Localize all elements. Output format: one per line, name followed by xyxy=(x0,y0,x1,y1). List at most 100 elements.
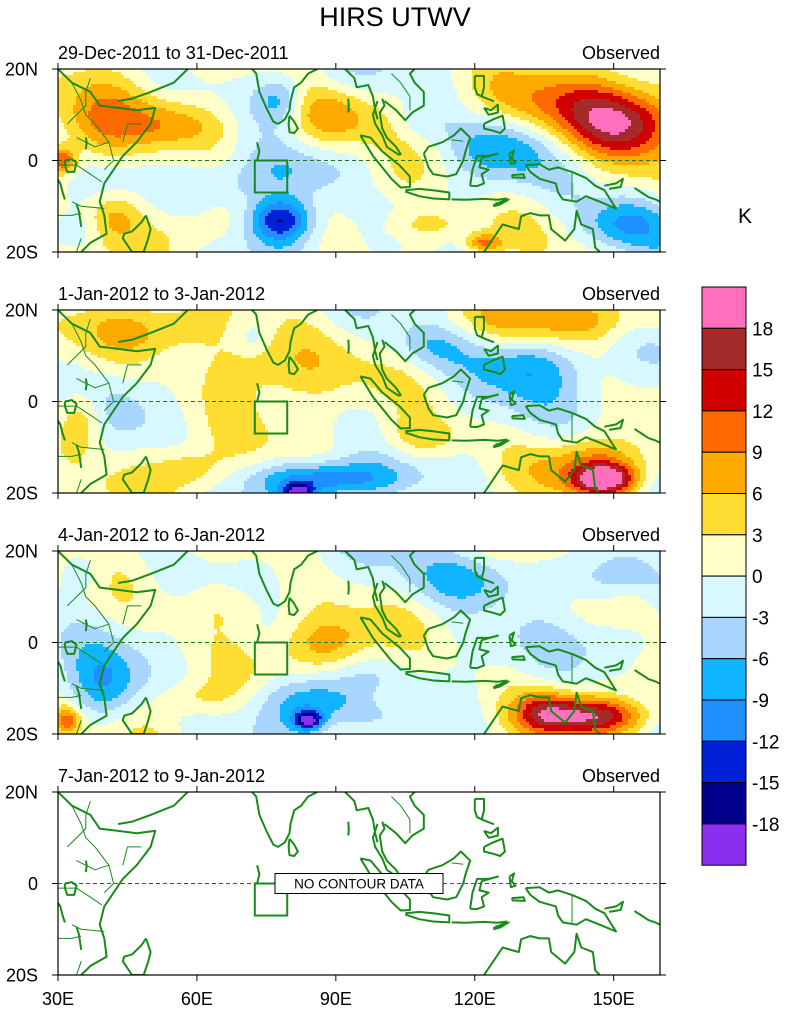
heatmap-cell xyxy=(118,237,122,241)
heatmap-cell xyxy=(85,204,89,208)
heatmap-cell xyxy=(148,162,152,166)
heatmap-cell xyxy=(133,222,137,226)
heatmap-cell xyxy=(121,243,125,247)
heatmap-cell xyxy=(169,129,173,133)
heatmap-cell xyxy=(109,240,113,244)
heatmap-cell xyxy=(97,189,101,193)
heatmap-cell xyxy=(190,204,194,208)
heatmap-cell xyxy=(226,81,230,85)
heatmap-cell xyxy=(166,99,170,103)
heatmap-cell xyxy=(253,123,257,127)
heatmap-cell xyxy=(184,186,188,190)
heatmap-cell xyxy=(235,216,239,220)
heatmap-cell xyxy=(118,189,122,193)
heatmap-cell xyxy=(97,114,101,118)
heatmap-cell xyxy=(271,165,275,169)
heatmap-cell xyxy=(190,195,194,199)
heatmap-cell xyxy=(73,99,77,103)
heatmap-cell xyxy=(271,198,275,202)
heatmap-cell xyxy=(97,84,101,88)
heatmap-cell xyxy=(202,180,206,184)
heatmap-cell xyxy=(106,90,110,94)
heatmap-cell xyxy=(166,111,170,115)
heatmap-cell xyxy=(286,225,290,229)
heatmap-cell xyxy=(169,84,173,88)
heatmap-cell xyxy=(121,102,125,106)
heatmap-cell xyxy=(61,246,65,250)
heatmap-cell xyxy=(175,99,179,103)
heatmap-cell xyxy=(61,240,65,244)
heatmap-cell xyxy=(64,186,68,190)
heatmap-cell xyxy=(205,237,209,241)
heatmap-cell xyxy=(136,114,140,118)
heatmap-cell xyxy=(214,219,218,223)
heatmap-cell xyxy=(253,84,257,88)
heatmap-cell xyxy=(247,156,251,160)
heatmap-cell xyxy=(280,171,284,175)
heatmap-cell xyxy=(244,126,248,130)
heatmap-cell xyxy=(154,168,158,172)
heatmap-cell xyxy=(142,117,146,121)
heatmap-cell xyxy=(292,195,296,199)
heatmap-cell xyxy=(64,249,68,252)
heatmap-cell xyxy=(205,90,209,94)
heatmap-cell xyxy=(70,198,74,202)
heatmap-cell xyxy=(115,204,119,208)
heatmap-cell xyxy=(64,123,68,127)
heatmap-cell xyxy=(106,126,110,130)
heatmap-cell xyxy=(79,201,83,205)
heatmap-cell xyxy=(190,69,194,73)
heatmap-cell xyxy=(184,171,188,175)
heatmap-cell xyxy=(241,249,245,252)
heatmap-cell xyxy=(241,216,245,220)
heatmap-cell xyxy=(220,168,224,172)
heatmap-cell xyxy=(145,219,149,223)
heatmap-cell xyxy=(91,135,95,139)
heatmap-cell xyxy=(181,228,185,232)
heatmap-cell xyxy=(226,243,230,247)
heatmap-cell xyxy=(109,183,113,187)
heatmap-cell xyxy=(79,228,83,232)
heatmap-cell xyxy=(142,105,146,109)
heatmap-cell xyxy=(226,216,230,220)
heatmap-cell xyxy=(205,135,209,139)
heatmap-cell xyxy=(154,90,158,94)
heatmap-cell xyxy=(295,138,299,142)
heatmap-cell xyxy=(286,144,290,148)
heatmap-cell xyxy=(214,180,218,184)
heatmap-cell xyxy=(88,210,92,214)
heatmap-cell xyxy=(199,234,203,238)
heatmap-cell xyxy=(154,150,158,154)
heatmap-cell xyxy=(79,93,83,97)
heatmap-cell xyxy=(100,114,104,118)
heatmap-cell xyxy=(208,90,212,94)
heatmap-cell xyxy=(169,75,173,79)
heatmap-cell xyxy=(58,207,62,211)
heatmap-cell xyxy=(274,129,278,133)
heatmap-cell xyxy=(208,87,212,91)
heatmap-cell xyxy=(187,102,191,106)
heatmap-cell xyxy=(70,123,74,127)
heatmap-cell xyxy=(286,234,290,238)
heatmap-cell xyxy=(208,159,212,163)
heatmap-cell xyxy=(136,126,140,130)
heatmap-cell xyxy=(97,201,101,205)
heatmap-cell xyxy=(121,105,125,109)
heatmap-cell xyxy=(256,237,260,241)
heatmap-cell xyxy=(130,210,134,214)
heatmap-cell xyxy=(118,162,122,166)
heatmap-cell xyxy=(265,150,269,154)
heatmap-cell xyxy=(247,177,251,181)
heatmap-cell xyxy=(121,87,125,91)
heatmap-cell xyxy=(229,228,233,232)
heatmap-cell xyxy=(217,225,221,229)
heatmap-cell xyxy=(241,129,245,133)
heatmap-cell xyxy=(217,174,221,178)
heatmap-cell xyxy=(109,177,113,181)
heatmap-cell xyxy=(301,201,305,205)
heatmap-cell xyxy=(301,186,305,190)
heatmap-cell xyxy=(148,195,152,199)
heatmap-cell xyxy=(94,246,98,250)
heatmap-cell xyxy=(103,165,107,169)
heatmap-cell xyxy=(196,75,200,79)
